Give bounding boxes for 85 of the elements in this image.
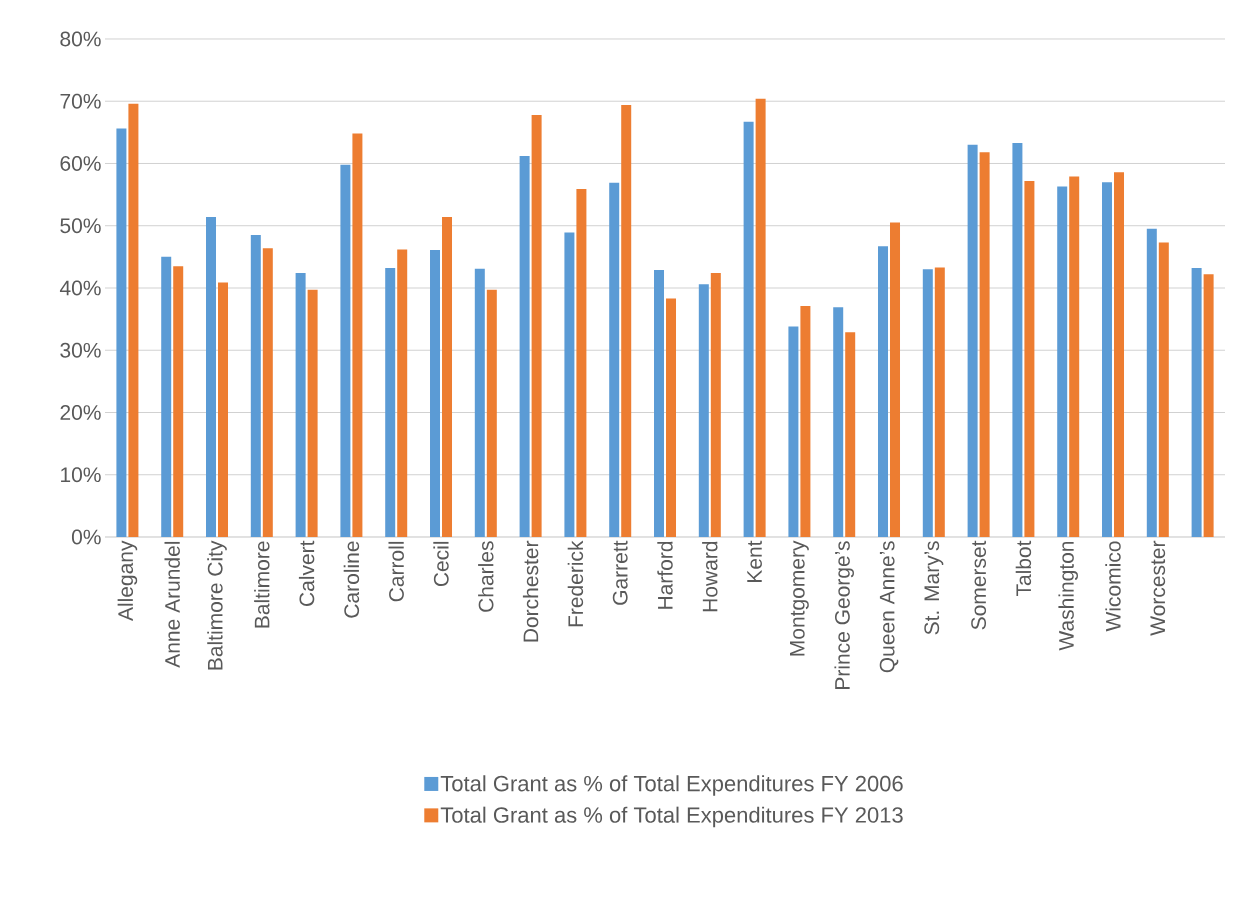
bar (621, 104, 632, 537)
x-tick-label: Dorchester (522, 540, 539, 642)
bar (519, 156, 530, 537)
legend-label: Total Grant as % of Total Expenditures FY 2006 (440, 775, 903, 796)
x-tick-label: Carroll (388, 541, 404, 602)
x-tick-label: Howard (702, 541, 718, 612)
x-tick-label: Allegany (117, 540, 138, 622)
y-tick-label: 0% (71, 529, 101, 545)
y-tick-label: 60% (60, 156, 101, 171)
bar (1158, 242, 1169, 537)
bar (934, 267, 945, 537)
x-tick-label: Caroline (343, 541, 360, 618)
x-tick-label: Washington (1058, 541, 1078, 651)
x-tick-label: Cecil (433, 541, 449, 587)
bar (116, 128, 127, 537)
bar (800, 306, 811, 537)
x-tick-label: Frederick (567, 540, 584, 627)
bar (666, 298, 677, 537)
bar (250, 235, 261, 537)
x-tick-label: Baltimore City (207, 540, 227, 670)
bar (128, 103, 139, 537)
x-tick-label: Montgomery (790, 540, 809, 656)
x-tick-label: Calvert (298, 540, 315, 606)
x-tick-label: Charles (478, 541, 494, 612)
bar (295, 273, 306, 537)
legend-label: Total Grant as % of Total Expenditures FY 2013 (440, 806, 903, 828)
bar (967, 144, 978, 537)
bar (385, 268, 396, 537)
x-tick-label: Garrett (612, 540, 628, 605)
bar (206, 217, 217, 537)
y-tick-label: 10% (61, 467, 101, 483)
y-tick-label: 30% (60, 342, 101, 358)
bar (430, 250, 441, 537)
x-tick-label: Somerset (971, 540, 987, 630)
bar (743, 121, 754, 537)
bar (486, 289, 497, 537)
bar (340, 164, 351, 537)
x-tick-label: Kent (747, 540, 762, 582)
x-tick-label: Anne Arundel (164, 541, 180, 668)
bar (1102, 182, 1113, 537)
y-tick-label: 40% (59, 280, 101, 296)
bar (1069, 176, 1080, 537)
bar (262, 248, 273, 537)
bar (1024, 180, 1035, 537)
bar (845, 332, 856, 537)
bar (1146, 228, 1157, 537)
bar (1114, 172, 1125, 537)
bar (1191, 268, 1202, 537)
x-tick-label: Wicomico (1105, 541, 1121, 632)
bar (397, 249, 408, 537)
bar (755, 98, 766, 537)
bar (878, 246, 889, 537)
bar (576, 189, 587, 537)
bar (698, 284, 709, 537)
y-tick-label: 70% (60, 93, 101, 109)
bar (307, 289, 318, 537)
bar (979, 152, 990, 537)
x-tick-label: St. Mary’s (924, 541, 944, 635)
bar (788, 326, 799, 537)
x-tick-label: Worcester (1150, 540, 1166, 636)
bar (442, 217, 453, 537)
bar (922, 269, 933, 537)
bar (833, 307, 844, 537)
bar (1012, 142, 1023, 537)
y-tick-label: 20% (60, 405, 101, 420)
bar (654, 269, 665, 537)
y-tick-label: 80% (60, 31, 101, 47)
bar (474, 268, 485, 537)
bar (1203, 274, 1214, 537)
bar (173, 266, 184, 537)
bar (161, 256, 172, 537)
bar (352, 133, 363, 537)
bar (1057, 186, 1068, 537)
bar (609, 182, 620, 537)
x-tick-label: Prince George’s (834, 541, 854, 689)
bar (710, 273, 721, 537)
x-tick-label: Queen Anne’s (879, 541, 899, 673)
bar (531, 114, 542, 537)
bar (564, 232, 575, 537)
x-tick-label: Talbot (1015, 540, 1032, 597)
x-tick-label: Harford (657, 541, 673, 609)
bar (890, 222, 901, 537)
x-tick-label: Baltimore (254, 541, 270, 628)
bar (218, 282, 229, 537)
y-tick-label: 50% (60, 218, 101, 234)
